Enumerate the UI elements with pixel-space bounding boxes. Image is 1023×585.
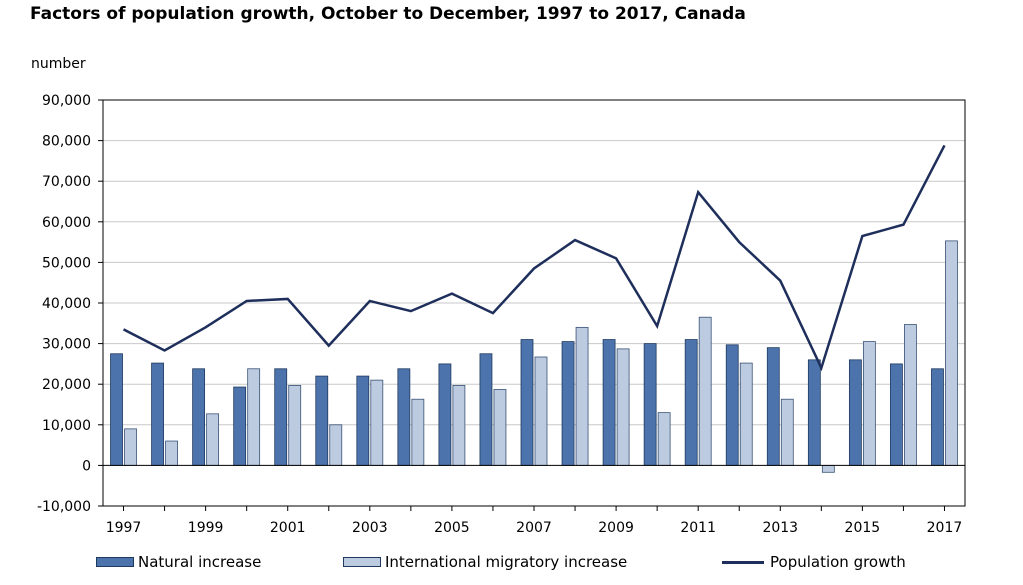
bar-international-migratory (247, 368, 261, 466)
y-tick-label: 40,000 (42, 296, 91, 312)
legend-population-growth: Population growth (722, 553, 906, 571)
legend-natural-increase: Natural increase (96, 553, 261, 571)
chart-legend: Natural increase International migratory… (0, 553, 1023, 577)
bar-international-migratory (698, 316, 712, 466)
y-tick-label: -10,000 (37, 499, 91, 515)
bar-natural-increase (151, 362, 164, 466)
y-tick-label: 90,000 (42, 93, 91, 109)
bar-international-migratory (575, 326, 589, 466)
bar-natural-increase (807, 359, 821, 466)
bar-international-migratory (411, 398, 425, 466)
y-tick-label: 0 (82, 458, 91, 474)
bar-natural-increase (684, 339, 698, 466)
bar-natural-increase (233, 386, 247, 466)
bar-international-migratory (904, 324, 917, 466)
bar-international-migratory (329, 424, 343, 466)
x-tick-label: 2001 (270, 520, 306, 536)
bar-natural-increase (890, 363, 903, 466)
bar-natural-increase (110, 353, 123, 466)
y-tick-label: 70,000 (42, 174, 91, 190)
x-tick-label: 2015 (845, 520, 881, 536)
bar-natural-increase (315, 375, 329, 466)
y-tick-label: 20,000 (42, 377, 91, 393)
bar-natural-increase (274, 368, 288, 466)
y-tick-label: 50,000 (42, 255, 91, 271)
x-tick-label: 2005 (434, 520, 470, 536)
legend-label-natural: Natural increase (138, 553, 262, 571)
y-tick-label: 10,000 (42, 418, 91, 434)
legend-label-growth: Population growth (770, 553, 906, 571)
legend-swatch-migratory (343, 557, 381, 567)
bar-natural-increase (356, 375, 370, 466)
bar-international-migratory (124, 428, 137, 466)
bar-international-migratory (945, 240, 958, 466)
bar-international-migratory (616, 348, 630, 466)
legend-label-migratory: International migratory increase (385, 553, 628, 571)
y-tick-label: 60,000 (42, 215, 91, 231)
y-tick-label: 80,000 (42, 134, 91, 150)
bar-natural-increase (561, 341, 575, 466)
bar-international-migratory (780, 398, 794, 466)
legend-swatch-natural (96, 557, 134, 567)
bar-natural-increase (931, 368, 944, 466)
bar-natural-increase (520, 339, 534, 466)
x-tick-label: 2013 (762, 520, 798, 536)
y-tick-label: 30,000 (42, 337, 91, 353)
bar-natural-increase (438, 363, 452, 466)
chart-plot: -10,000 0 10,000 20,000 30,000 40,000 50,000 60… (37, 93, 966, 536)
bar-natural-increase (643, 343, 657, 466)
population-growth-line (122, 144, 946, 372)
legend-swatch-growth (722, 560, 764, 564)
bar-natural-increase (848, 359, 862, 466)
bar-international-migratory (288, 385, 302, 466)
x-tick-label: 1999 (188, 520, 224, 536)
x-tick-label: 2011 (680, 520, 716, 536)
bar-international-migratory (165, 440, 178, 466)
y-axis-unit-label: number (31, 56, 86, 72)
bar-international-migratory (534, 356, 548, 466)
bar-natural-increase (602, 339, 616, 466)
bar-natural-increase (479, 353, 493, 466)
chart-title: Factors of population growth, October to… (30, 4, 746, 24)
bar-international-migratory (657, 412, 671, 466)
bar-international-migratory (206, 413, 220, 466)
bar-international-migratory (493, 389, 507, 466)
bar-international-migratory (370, 379, 384, 466)
bar-international-migratory (862, 341, 876, 466)
legend-international-migratory: International migratory increase (343, 553, 627, 571)
bar-natural-increase (725, 344, 739, 466)
bar-natural-increase (766, 347, 780, 466)
bar-international-migratory (739, 362, 753, 466)
bar-international-migratory (452, 385, 466, 466)
x-tick-label: 2017 (927, 520, 963, 536)
x-tick-label: 2007 (516, 520, 552, 536)
bar-natural-increase (397, 368, 411, 466)
bar-international-migratory (821, 464, 835, 473)
bar-natural-increase (192, 368, 206, 466)
x-tick-label: 1997 (106, 520, 142, 536)
x-tick-label: 2009 (598, 520, 634, 536)
x-tick-label: 2003 (352, 520, 388, 536)
